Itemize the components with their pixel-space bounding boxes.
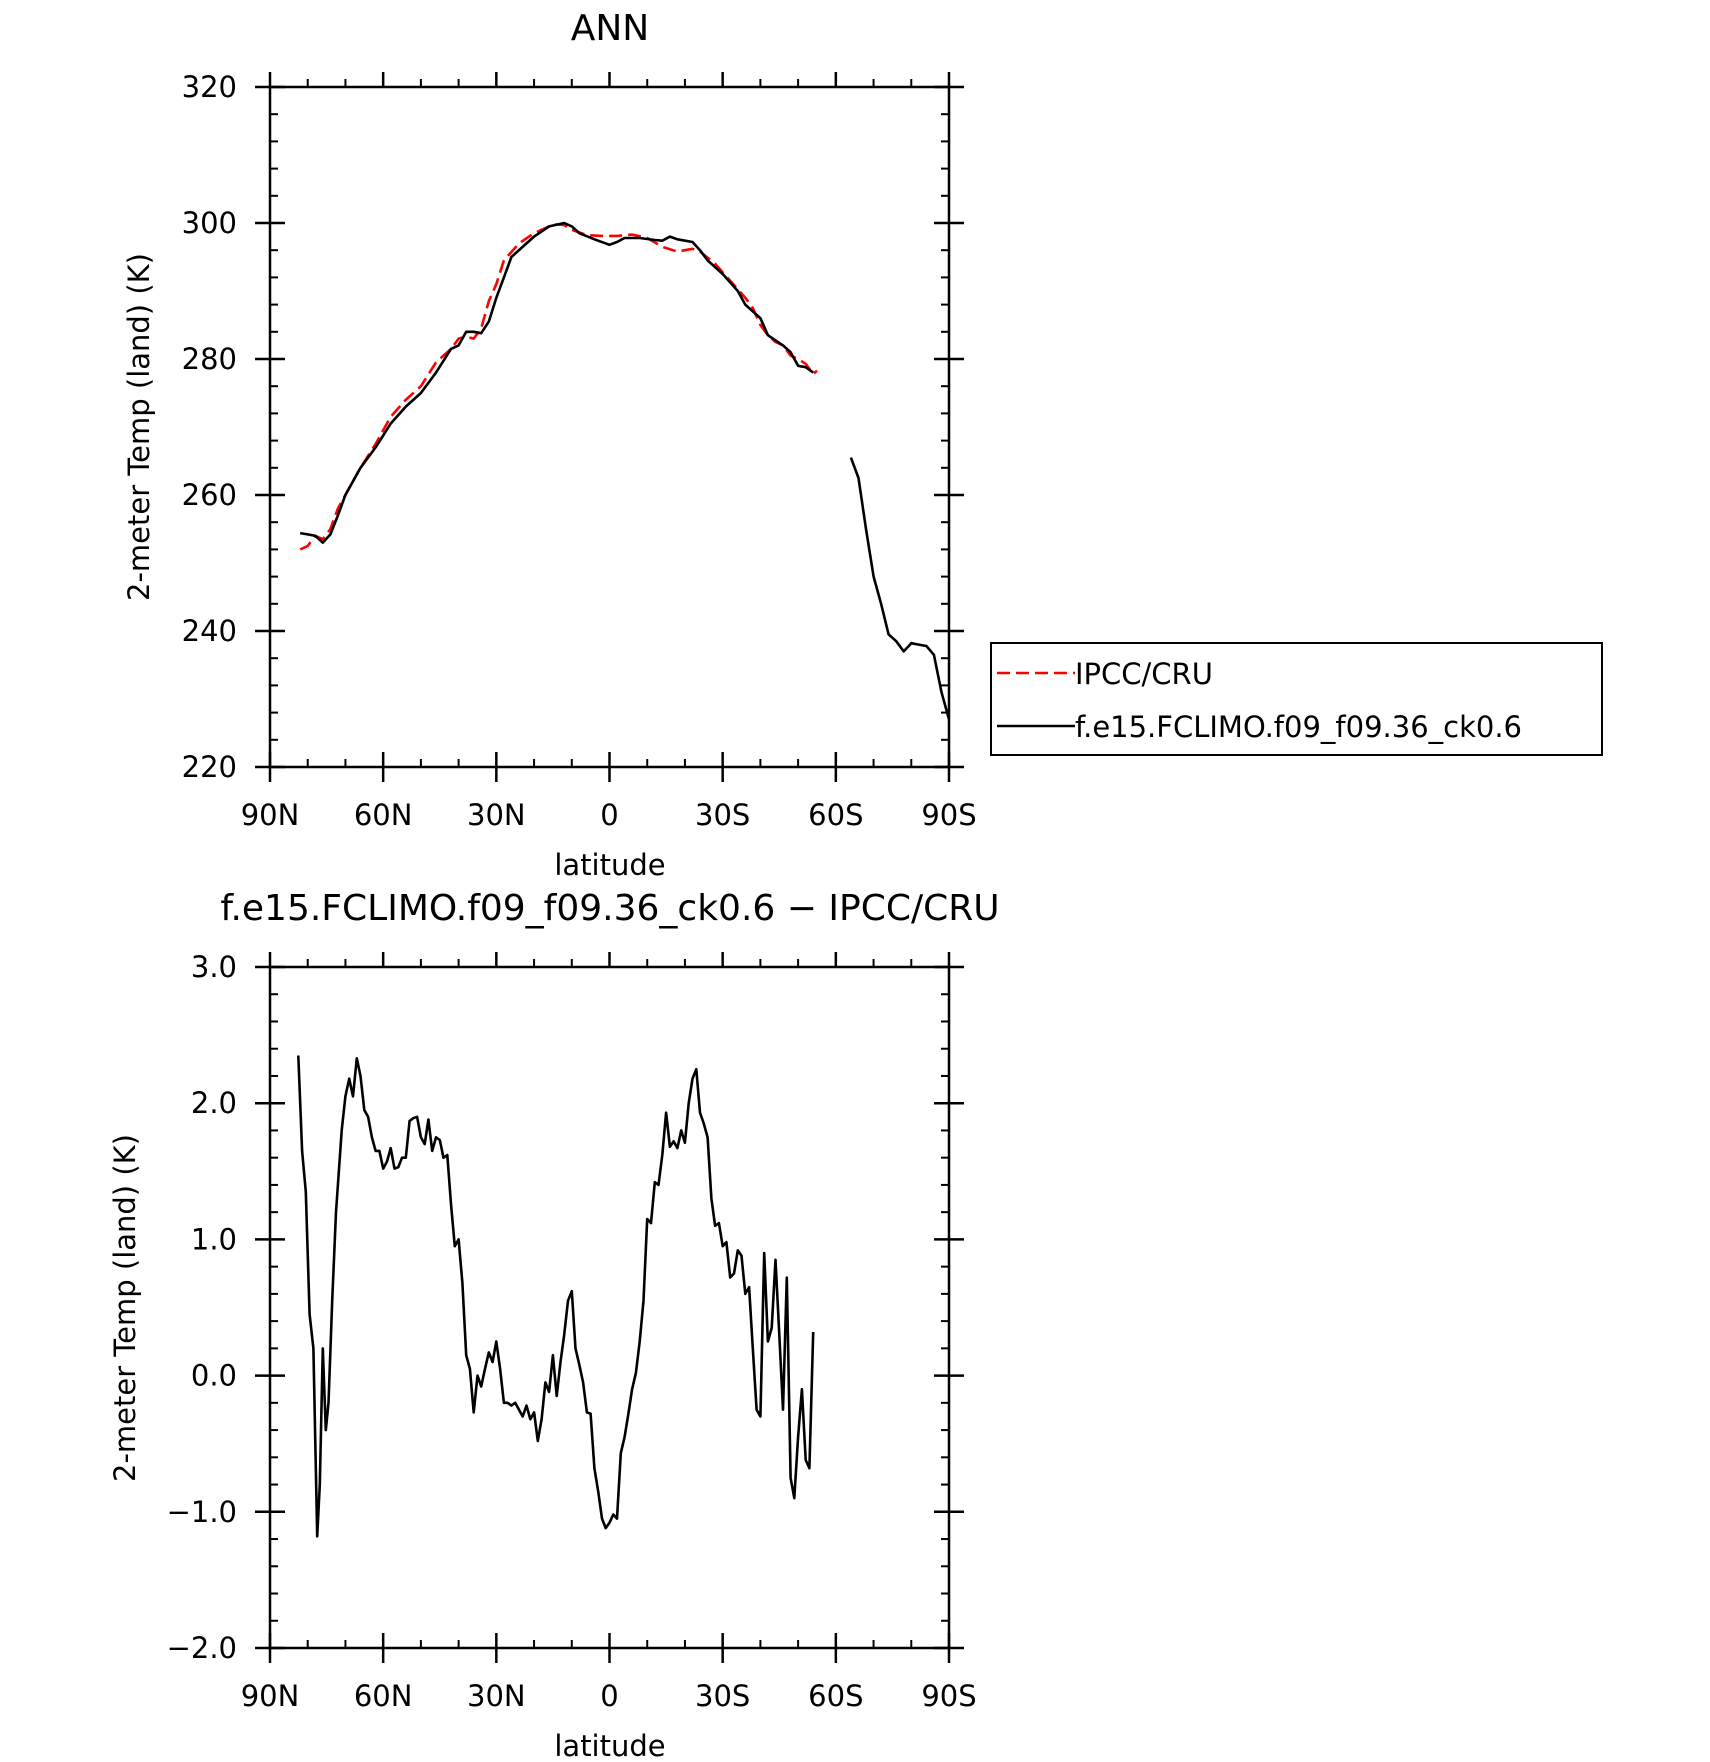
chart-title: ANN: [571, 8, 650, 49]
y-tick-label: 260: [182, 478, 237, 512]
series-lines: [297, 1055, 815, 1538]
series-line-f-e15-fclimo-f09-f09-36-ck0-6-segment-2: [849, 457, 951, 720]
series-line-f-e15-fclimo-f09-f09-36-ck0-6-segment-1: [299, 221, 814, 544]
x-tick-label: 30S: [695, 1679, 750, 1713]
y-tick-label: 3.0: [191, 950, 237, 984]
axis-ticks: [255, 72, 964, 782]
y-tick-labels: −2.0 −1.0 0.0 1.0 2.0 3.0: [167, 950, 237, 1665]
y-tick-label: 1.0: [191, 1222, 237, 1256]
x-tick-label: 60N: [354, 798, 413, 832]
x-tick-label: 90S: [921, 798, 976, 832]
series-line-difference: [297, 1055, 815, 1538]
x-tick-labels: 90N 60N 30N 0 30S 60S 90S: [241, 1679, 977, 1713]
x-tick-label: 30S: [695, 798, 750, 832]
x-tick-label: 60N: [354, 1679, 413, 1713]
axis-ticks: [255, 952, 964, 1663]
y-tick-label: 2.0: [191, 1086, 237, 1120]
x-tick-label: 30N: [467, 1679, 526, 1713]
legend-label-model: f.e15.FCLIMO.f09_f09.36_ck0.6: [1075, 710, 1522, 744]
legend: IPCC/CRU f.e15.FCLIMO.f09_f09.36_ck0.6: [990, 642, 1603, 756]
series-lines: [299, 221, 951, 720]
x-tick-labels: 90N 60N 30N 0 30S 60S 90S: [241, 798, 977, 832]
x-tick-label: 90S: [921, 1679, 976, 1713]
x-tick-label: 30N: [467, 798, 526, 832]
y-tick-label: 220: [182, 750, 237, 784]
y-tick-label: −2.0: [167, 1631, 237, 1665]
x-tick-label: 0: [600, 1679, 618, 1713]
x-tick-label: 90N: [241, 798, 300, 832]
plot-frame: [268, 85, 951, 769]
x-tick-label: 60S: [808, 1679, 863, 1713]
y-tick-label: 280: [182, 342, 237, 376]
y-tick-label: 240: [182, 614, 237, 648]
plot-frame: [268, 965, 951, 1650]
series-line-ipcc-cru: [299, 223, 818, 551]
y-axis-label: 2-meter Temp (land) (K): [108, 1134, 142, 1482]
x-axis-label: latitude: [554, 848, 665, 882]
x-axis-label: latitude: [554, 1729, 665, 1762]
x-tick-label: 90N: [241, 1679, 300, 1713]
y-axis-label: 2-meter Temp (land) (K): [122, 253, 156, 601]
legend-box: [990, 642, 1603, 756]
y-tick-label: 0.0: [191, 1359, 237, 1393]
y-tick-labels: 220 240 260 280 300 320: [182, 70, 237, 784]
y-tick-label: 300: [182, 206, 237, 240]
y-tick-label: 320: [182, 70, 237, 104]
x-tick-label: 60S: [808, 798, 863, 832]
panel-difference: f.e15.FCLIMO.f09_f09.36_ck0.6 − IPCC/CRU…: [108, 888, 1000, 1762]
y-tick-label: −1.0: [167, 1495, 237, 1529]
legend-label-ipcc-cru: IPCC/CRU: [1075, 657, 1213, 691]
chart-title: f.e15.FCLIMO.f09_f09.36_ck0.6 − IPCC/CRU: [220, 888, 999, 929]
x-tick-label: 0: [600, 798, 618, 832]
